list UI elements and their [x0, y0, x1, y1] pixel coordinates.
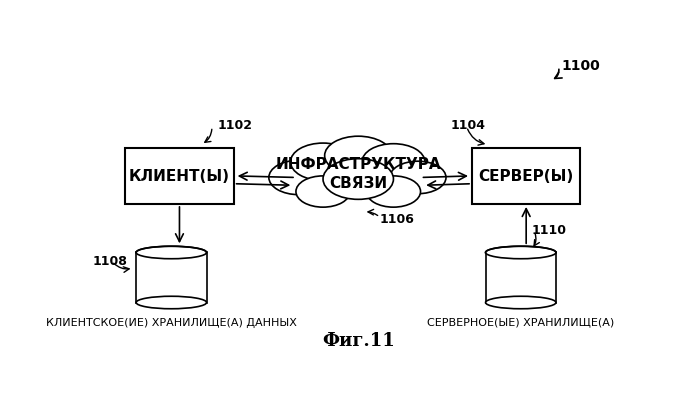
Bar: [125, 148, 233, 205]
Circle shape: [389, 162, 446, 194]
Text: КЛИЕНТ(Ы): КЛИЕНТ(Ы): [129, 169, 230, 184]
Bar: [486, 253, 556, 303]
Text: 1104: 1104: [450, 119, 485, 132]
Circle shape: [362, 144, 425, 181]
Bar: [472, 148, 580, 205]
Bar: [136, 253, 207, 303]
Ellipse shape: [486, 247, 556, 259]
Text: КЛИЕНТСКОЕ(ИЕ) ХРАНИЛИЩЕ(А) ДАННЫХ: КЛИЕНТСКОЕ(ИЕ) ХРАНИЛИЩЕ(А) ДАННЫХ: [46, 317, 297, 327]
Circle shape: [296, 177, 350, 208]
Text: 1108: 1108: [93, 254, 128, 267]
Circle shape: [291, 144, 356, 181]
Circle shape: [269, 161, 329, 195]
Circle shape: [323, 159, 394, 200]
Text: 1110: 1110: [532, 223, 567, 236]
Circle shape: [324, 137, 392, 175]
Ellipse shape: [136, 247, 207, 259]
Ellipse shape: [486, 296, 556, 309]
Text: Фиг.11: Фиг.11: [322, 332, 395, 350]
Text: ИНФРАСТРУКТУРА
СВЯЗИ: ИНФРАСТРУКТУРА СВЯЗИ: [275, 157, 441, 190]
Ellipse shape: [136, 296, 207, 309]
Text: СЕРВЕР(Ы): СЕРВЕР(Ы): [479, 169, 574, 184]
Text: СЕРВЕРНОЕ(ЫЕ) ХРАНИЛИЩЕ(А): СЕРВЕРНОЕ(ЫЕ) ХРАНИЛИЩЕ(А): [427, 317, 614, 327]
Text: 1106: 1106: [380, 212, 415, 225]
Circle shape: [366, 177, 421, 208]
Text: 1100: 1100: [561, 59, 600, 73]
Text: 1102: 1102: [217, 119, 252, 132]
